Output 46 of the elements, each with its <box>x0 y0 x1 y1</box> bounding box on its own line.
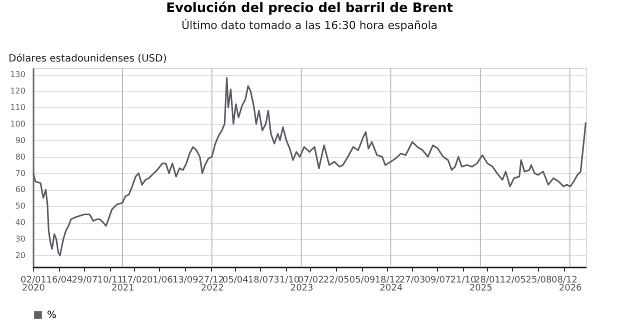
x-tick-label: 09/07 <box>424 276 451 286</box>
y-tick-label: 100 <box>10 119 26 128</box>
chart-title: Evolución del precio del barril de Brent <box>166 1 453 16</box>
x-tick-label: 01/06 <box>146 276 174 286</box>
x-tick-label: 10/11 <box>97 276 124 286</box>
y-axis-title: Dólares estadounidenses (USD) <box>8 54 167 64</box>
x2-tick-label: 2023 <box>290 284 314 294</box>
x-tick-label: 25/08 <box>526 276 552 286</box>
y-tick-label: 110 <box>10 102 26 112</box>
y-tick-label: 30 <box>15 234 26 244</box>
x-tick-label: 13/09 <box>172 276 199 286</box>
x-tick-label: 07/02 <box>298 276 324 286</box>
x-tick-label: 17/02 <box>121 276 148 286</box>
x2-tick-label: 2020 <box>22 284 46 294</box>
x-tick-label: 05/04 <box>222 276 249 286</box>
x-tick-label: 02/01 <box>20 276 46 286</box>
x-tick-label: 31/10 <box>274 276 300 286</box>
x2-tick-label: 2025 <box>469 284 492 294</box>
x-tick-label: 21/10 <box>450 276 476 286</box>
line-series <box>32 77 587 256</box>
y-tick-label: 130 <box>10 70 26 80</box>
y-tick-label: 60 <box>15 185 26 194</box>
x2-tick-label: 2026 <box>558 284 582 294</box>
x-tick-label: 28/01 <box>474 276 500 286</box>
x-tick-label: 16/04 <box>46 276 72 286</box>
legend-label: % <box>47 310 57 321</box>
x2-tick-label: 2024 <box>380 284 403 294</box>
x-tick-label: 29/07 <box>72 276 98 286</box>
y-tick-label: 50 <box>15 202 26 211</box>
x-tick-label: 12/05 <box>500 276 526 286</box>
x2-tick-label: 2021 <box>111 284 134 294</box>
y-tick-label: 70 <box>15 168 26 178</box>
x-tick-label: 08/12 <box>551 276 578 286</box>
x-tick-label: 05/09 <box>349 276 376 286</box>
x-tick-label: 18/07 <box>248 276 274 286</box>
x-tick-label: 22/05 <box>323 276 350 286</box>
y-tick-label: 40 <box>15 218 26 228</box>
x-tick-label: 27/12 <box>198 276 224 286</box>
y-tick-label: 90 <box>15 136 26 145</box>
x2-tick-label: 2022 <box>200 284 224 294</box>
chart-subtitle: Último dato tomado a las 16:30 hora española <box>181 18 438 32</box>
x-tick-label: 18/12 <box>374 276 401 286</box>
x-tick-label: 27/03 <box>399 276 426 286</box>
y-tick-label: 120 <box>10 86 26 96</box>
y-tick-label: 80 <box>15 152 26 162</box>
y-tick-label: 20 <box>15 250 26 260</box>
